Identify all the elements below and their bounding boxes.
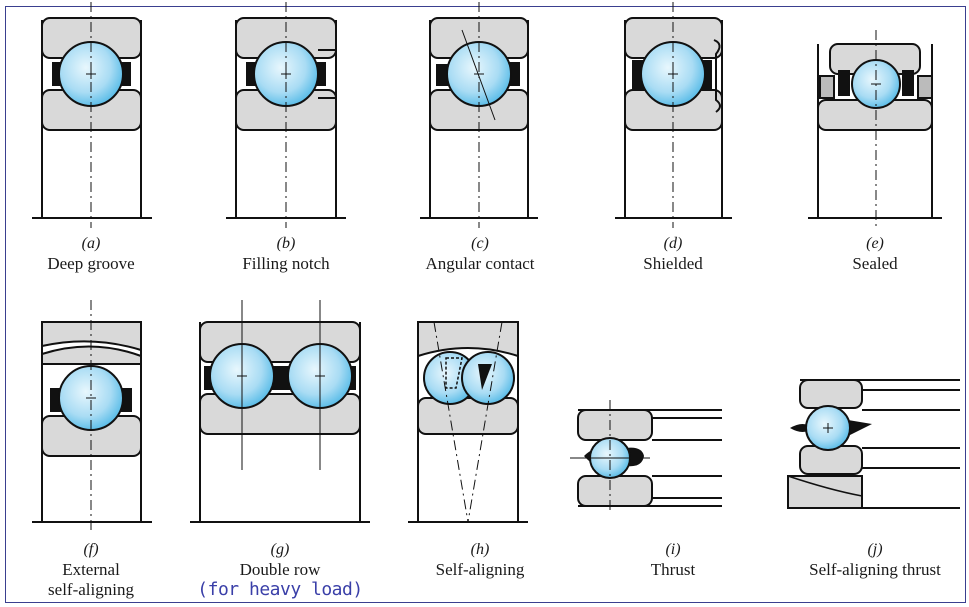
bearing-filling-notch: [226, 2, 346, 228]
caption-letter: (e): [866, 235, 884, 252]
caption-h: (h) Self-aligning: [395, 540, 565, 580]
caption-name: Self-aligning thrust: [809, 560, 941, 579]
caption-name: External: [62, 560, 120, 579]
ball-right: [461, 351, 515, 405]
caption-d: (d) Shielded: [588, 234, 758, 274]
bearing-double-row: [190, 300, 370, 523]
caption-note: (for heavy load): [197, 579, 363, 600]
figure-frame: [5, 6, 966, 603]
caption-letter: (a): [81, 235, 101, 252]
caption-letter: (i): [665, 541, 681, 558]
caption-name: Double row: [239, 560, 321, 579]
caption-letter: (j): [867, 541, 883, 558]
bearing-external-self-aligning: [32, 300, 152, 532]
bearing-sealed: [808, 30, 942, 228]
caption-name: Deep groove: [47, 254, 135, 273]
bearing-self-aligning-thrust: [787, 379, 960, 509]
caption-e: (e) Sealed: [790, 234, 960, 274]
bearing-thrust: [570, 400, 722, 514]
caption-name-line2: self-aligning: [48, 580, 134, 599]
bearing-deep-groove: [32, 2, 152, 228]
caption-name: Thrust: [650, 560, 696, 579]
caption-j: (j) Self-aligning thrust: [790, 540, 960, 580]
caption-b: (b) Filling notch: [201, 234, 371, 274]
bearing-angular-contact: [420, 2, 538, 228]
caption-name: Self-aligning: [435, 560, 525, 579]
caption-letter: (c): [471, 235, 489, 252]
caption-name: Shielded: [643, 254, 703, 273]
caption-letter: (f): [83, 541, 99, 558]
caption-letter: (b): [276, 235, 296, 252]
caption-f: (f) External self-aligning: [6, 540, 176, 600]
caption-i: (i) Thrust: [588, 540, 758, 580]
caption-letter: (d): [663, 235, 683, 252]
caption-g: (g) Double row (for heavy load): [195, 540, 365, 600]
caption-c: (c) Angular contact: [395, 234, 565, 274]
caption-name: Angular contact: [425, 254, 535, 273]
caption-name: Filling notch: [242, 254, 330, 273]
bearing-self-aligning: [408, 321, 528, 523]
caption-letter: (g): [270, 541, 290, 558]
bearing-shielded: [615, 2, 732, 228]
caption-a: (a) Deep groove: [6, 234, 176, 274]
caption-letter: (h): [470, 541, 490, 558]
caption-name: Sealed: [852, 254, 898, 273]
